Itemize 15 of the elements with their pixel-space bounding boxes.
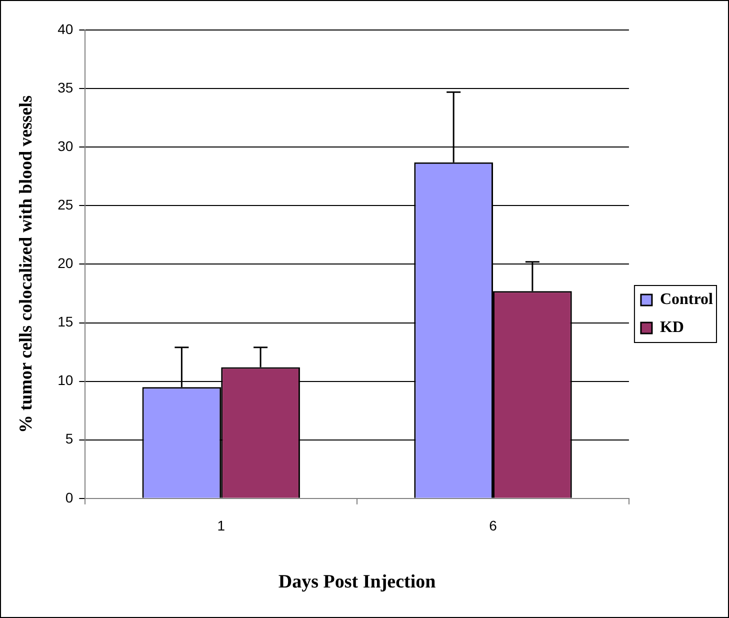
legend-label: KD xyxy=(660,319,684,336)
x-tick-label: 6 xyxy=(489,518,498,534)
x-tick-label: 1 xyxy=(217,518,226,534)
y-tick-label: 25 xyxy=(58,196,74,213)
y-tick-label: 35 xyxy=(58,79,74,96)
y-tick-label: 20 xyxy=(58,255,74,272)
x-axis-title: Days Post Injection xyxy=(278,572,436,593)
y-tick-label: 40 xyxy=(58,20,74,37)
y-tick-label: 15 xyxy=(58,314,74,330)
y-tick-label: 30 xyxy=(58,138,74,154)
legend-label: Control xyxy=(660,291,714,308)
y-tick-label: 0 xyxy=(65,489,74,506)
y-tick-label: 5 xyxy=(65,430,74,447)
y-tick-label: 10 xyxy=(58,372,74,388)
y-axis-title: % tumor cells colocalized with blood vessels xyxy=(15,95,36,434)
